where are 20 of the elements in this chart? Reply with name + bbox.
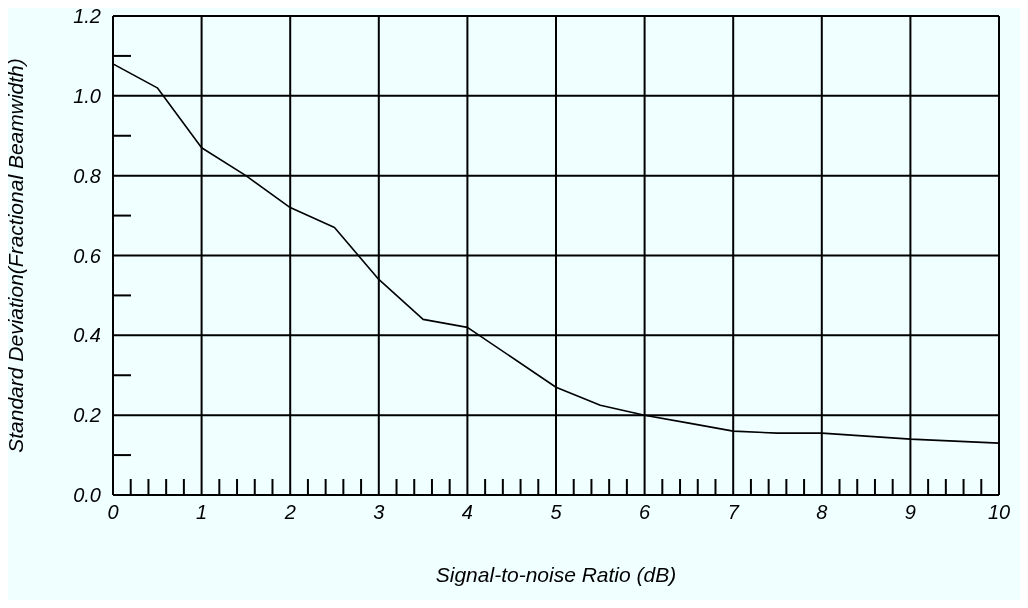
y-axis-title: Standard Deviation(Fractional Beamwidth) bbox=[4, 58, 28, 453]
y-tick-label: 1.2 bbox=[73, 5, 101, 27]
x-axis-title: Signal-to-noise Ratio (dB) bbox=[435, 563, 677, 586]
x-tick-label: 10 bbox=[987, 501, 1011, 523]
y-tick-label: 0.2 bbox=[73, 404, 101, 427]
x-tick-label: 4 bbox=[461, 501, 473, 523]
x-tick-label: 7 bbox=[727, 501, 740, 523]
x-tick-label: 8 bbox=[816, 501, 828, 523]
x-tick-label: 1 bbox=[196, 501, 208, 523]
x-tick-label: 3 bbox=[373, 501, 385, 523]
x-tick-label: 5 bbox=[550, 501, 563, 523]
y-tick-label: 0.4 bbox=[73, 324, 101, 347]
x-tick-label: 0 bbox=[107, 501, 119, 523]
y-tick-label: 1.0 bbox=[73, 84, 101, 107]
y-tick-label: 0.8 bbox=[73, 164, 101, 187]
y-tick-label: 0.6 bbox=[73, 244, 102, 267]
y-tick-label: 0.0 bbox=[73, 484, 101, 506]
x-tick-label: 2 bbox=[283, 501, 296, 523]
x-tick-label: 6 bbox=[639, 501, 652, 523]
x-tick-label: 9 bbox=[904, 501, 916, 523]
